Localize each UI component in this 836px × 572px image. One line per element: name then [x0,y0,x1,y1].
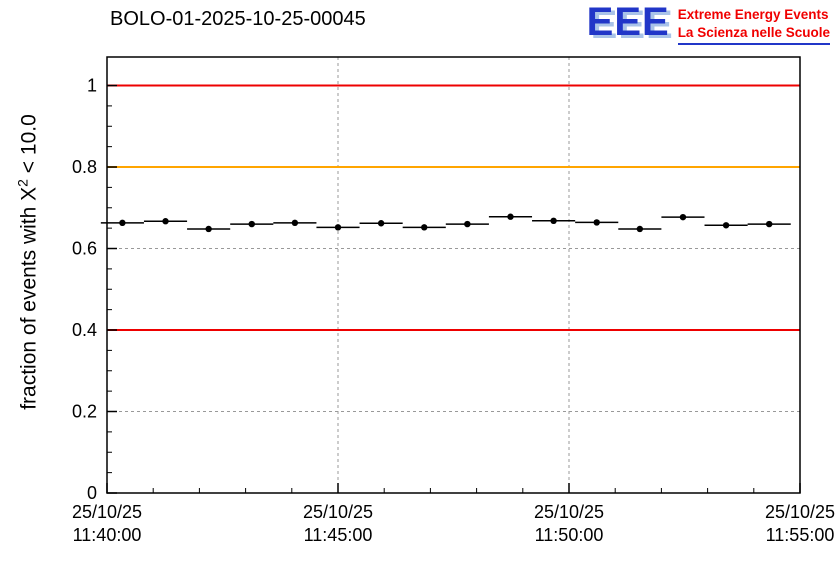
data-point [593,219,600,226]
data-point [248,220,255,228]
y-axis-tick-label: 0 [87,483,97,503]
data-point [766,220,773,228]
data-point [550,217,557,225]
data-point [119,219,126,227]
eee-logo-tagline-line2: La Scienza nelle Scuole [677,24,830,40]
x-axis-tick-label: 11:45:00 [304,525,373,545]
y-axis-tick-label: 1 [87,76,97,96]
x-axis-tick-label: 25/10/25 [534,502,604,522]
x-axis-tick-label: 11:55:00 [766,525,835,545]
data-point [636,225,644,233]
data-point [507,213,514,220]
eee-logo-tagline: Extreme Energy Events La Scienza nelle S… [677,4,830,46]
y-axis-tick-label: 0.4 [72,320,97,340]
data-point [464,220,471,228]
eee-logo-acronym: EEE [586,0,670,44]
data-point [334,224,342,231]
y-axis-tick-label: 0.6 [72,239,97,259]
x-axis-tick-label: 25/10/25 [303,502,373,522]
x-axis-tick-label: 11:40:00 [73,525,142,545]
data-point [679,213,687,221]
data-point [291,219,299,227]
y-axis-tick-label: 0.8 [72,157,97,177]
y-axis-tick-label: 0.2 [72,402,97,422]
x-axis-tick-label: 11:50:00 [535,525,604,545]
x-axis-tick-label: 25/10/25 [72,502,142,522]
data-point [722,222,730,229]
eee-logo-tagline-line1: Extreme Energy Events [677,7,829,22]
data-point [421,224,428,231]
plot-frame [106,56,801,494]
data-point [205,225,212,233]
data-point [377,220,385,227]
plot-title: BOLO-01-2025-10-25-00045 [110,8,366,30]
eee-logo: EEE Extreme Energy Events La Scienza nel… [586,0,830,46]
x-axis-tick-label: 25/10/25 [765,502,835,522]
data-point [162,218,169,225]
